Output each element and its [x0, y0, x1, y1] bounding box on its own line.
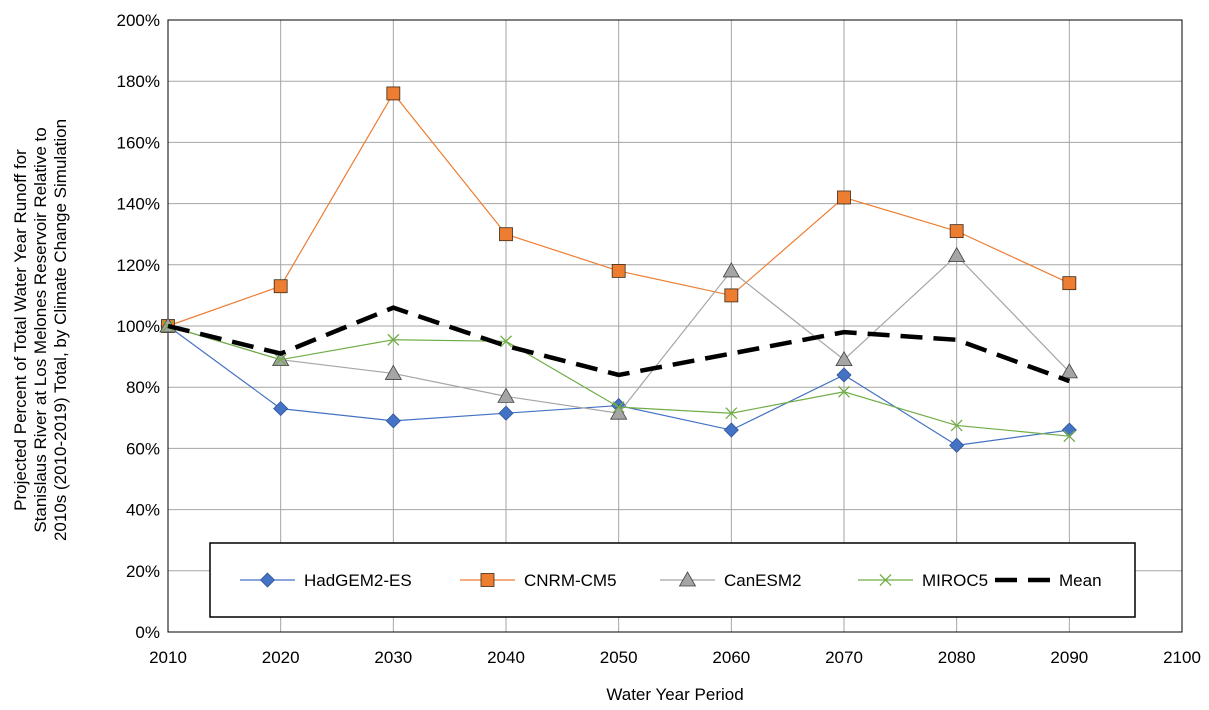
- legend-item-mean: Mean: [995, 571, 1102, 590]
- hadgem2-es-point: [723, 422, 739, 438]
- cnrm-cm5-point: [1062, 276, 1077, 291]
- x-tick-label: 2050: [600, 648, 638, 667]
- canesm2-point: [384, 364, 403, 380]
- cnrm-cm5-point: [499, 227, 513, 242]
- hadgem2-es-point: [385, 413, 401, 429]
- y-tick-label: 120%: [117, 256, 160, 275]
- legend-marker-miroc5: [879, 574, 892, 586]
- hadgem2-es-point: [949, 437, 965, 453]
- canesm2-point: [1060, 363, 1079, 379]
- hadgem2-es-point: [836, 367, 852, 383]
- cnrm-cm5-point: [724, 288, 739, 303]
- x-tick-label: 2020: [262, 648, 300, 667]
- miroc5-point: [274, 353, 287, 366]
- miroc5-point: [612, 401, 625, 414]
- canesm2-point: [497, 387, 515, 403]
- canesm2-point: [947, 246, 966, 263]
- legend-item-hadgem2-es: HadGEM2-ES: [240, 571, 412, 590]
- legend-label-mean: Mean: [1059, 571, 1102, 590]
- x-tick-label: 2030: [374, 648, 412, 667]
- series-layer: [159, 86, 1079, 453]
- legend-item-cnrm-cm5: CNRM-CM5: [460, 571, 617, 590]
- cnrm-cm5-point: [837, 190, 851, 205]
- legend-item-canesm2: CanESM2: [660, 571, 801, 590]
- miroc5-point: [1063, 430, 1076, 443]
- y-axis-title-line-3: 2010s (2010-2019) Total, by Climate Chan…: [51, 119, 70, 541]
- miroc5-point: [725, 407, 738, 420]
- hadgem2-es-point: [498, 405, 514, 421]
- legend-label-cnrm-cm5: CNRM-CM5: [524, 571, 617, 590]
- miroc5-point: [500, 335, 512, 348]
- y-axis-title-line-1: Projected Percent of Total Water Year Ru…: [11, 149, 30, 511]
- y-tick-label: 40%: [126, 501, 160, 520]
- legend-item-miroc5: MIROC5: [858, 571, 988, 590]
- legend-marker-hadgem2-es: [259, 572, 276, 588]
- series-mean: [167, 305, 1071, 384]
- x-axis-title: Water Year Period: [606, 685, 743, 704]
- y-tick-label: 0%: [135, 623, 160, 642]
- y-tick-label: 140%: [117, 195, 160, 214]
- legend-label-hadgem2-es: HadGEM2-ES: [304, 571, 412, 590]
- y-tick-label: 200%: [117, 11, 160, 30]
- y-tick-label: 20%: [126, 562, 160, 581]
- mean-line: [167, 305, 1071, 384]
- x-tick-label: 2090: [1050, 648, 1088, 667]
- x-tick-label: 2060: [712, 648, 750, 667]
- miroc5-point: [387, 333, 400, 346]
- y-tick-label: 100%: [117, 317, 160, 336]
- series-cnrm-cm5: [161, 86, 1077, 333]
- y-axis-ticks: 0% 20% 40% 60% 80% 100% 120% 140% 160% 180% 200%: [117, 11, 160, 642]
- miroc5-point: [950, 419, 963, 432]
- y-tick-label: 180%: [117, 72, 160, 91]
- y-axis-title: Projected Percent of Total Water Year Ru…: [11, 119, 70, 541]
- canesm2-point: [722, 262, 741, 278]
- x-tick-label: 2040: [487, 648, 525, 667]
- legend-marker-cnrm-cm5: [480, 573, 495, 587]
- x-tick-label: 2080: [938, 648, 976, 667]
- legend-marker-canesm2: [678, 571, 697, 587]
- miroc5-point: [838, 385, 850, 398]
- x-tick-label: 2010: [149, 648, 187, 667]
- legend-label-miroc5: MIROC5: [922, 571, 988, 590]
- cnrm-cm5-point: [386, 86, 401, 101]
- legend: HadGEM2-ES CNRM-CM5 CanESM2 MIROC5 Mean: [209, 542, 1136, 618]
- cnrm-cm5-point: [949, 224, 964, 239]
- y-axis-title-line-2: Stanislaus River at Los Melones Reservoi…: [31, 127, 50, 532]
- x-tick-label: 2100: [1163, 648, 1201, 667]
- cnrm-cm5-point: [273, 279, 288, 294]
- canesm2-point: [609, 404, 628, 420]
- y-tick-label: 60%: [126, 439, 160, 458]
- legend-label-canesm2: CanESM2: [724, 571, 801, 590]
- y-tick-label: 160%: [117, 133, 160, 152]
- y-tick-label: 80%: [126, 378, 160, 397]
- x-axis-ticks: 2010 2020 2030 2040 2050 2060 2070 2080 2090 2100: [149, 648, 1201, 667]
- x-tick-label: 2070: [825, 648, 863, 667]
- hadgem2-es-point: [1061, 422, 1077, 438]
- canesm2-point: [835, 350, 853, 367]
- series-miroc5: [162, 320, 1076, 443]
- cnrm-cm5-point: [611, 264, 626, 278]
- series-canesm2: [159, 246, 1079, 420]
- hadgem2-es-point: [273, 401, 289, 417]
- grid-lines: [167, 19, 1183, 633]
